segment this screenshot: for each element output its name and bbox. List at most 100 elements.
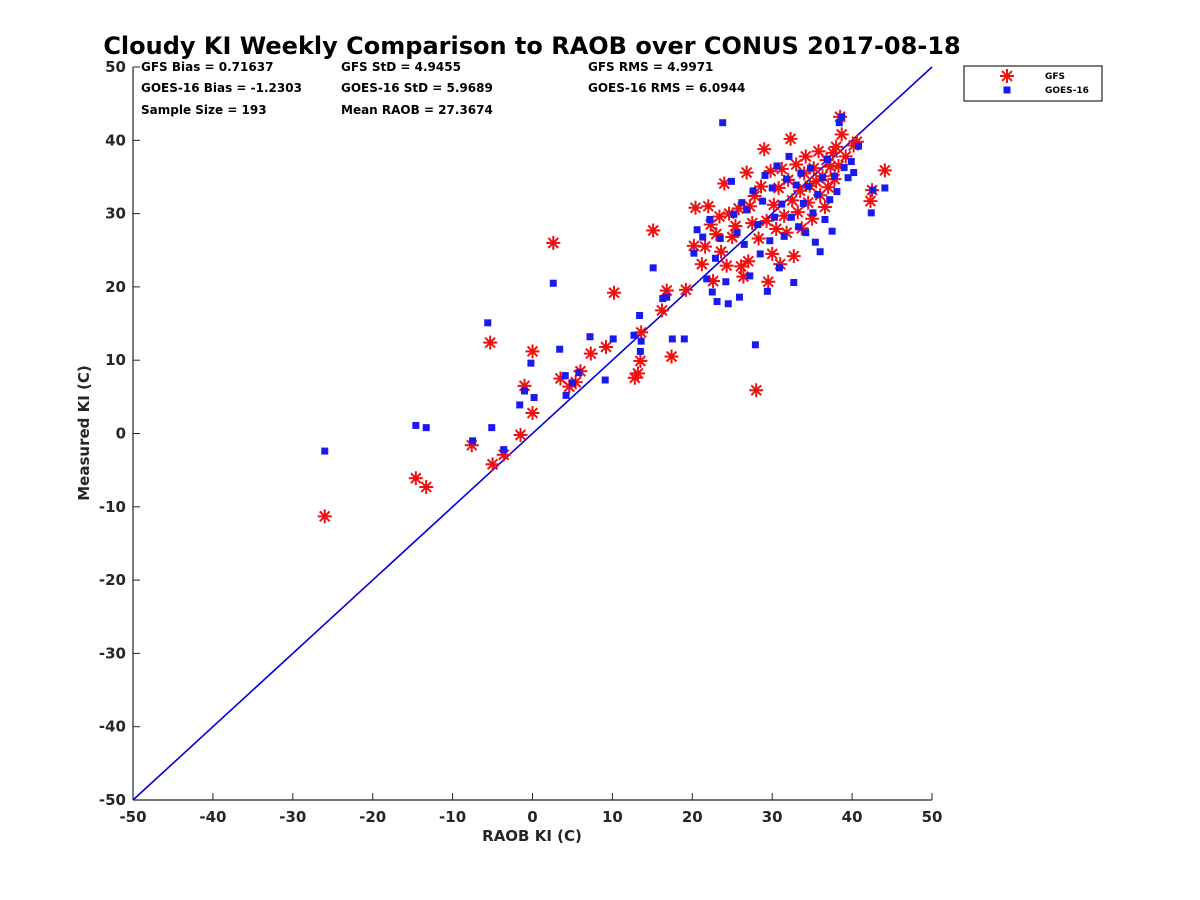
goes16-point <box>766 237 774 245</box>
y-axis-label: Measured KI (C) <box>75 365 93 501</box>
goes16-point <box>787 213 795 221</box>
goes16-series <box>321 113 889 455</box>
gfs-point <box>863 194 878 209</box>
goes16-point <box>500 446 508 454</box>
gfs-point <box>739 165 754 180</box>
gfs-point <box>646 223 661 238</box>
x-tick-label: -10 <box>439 808 466 826</box>
gfs-point <box>606 285 621 300</box>
stat-goes-bias: GOES-16 Bias = -1.2303 <box>141 81 302 95</box>
gfs-point <box>757 142 772 157</box>
gfs-point <box>761 274 776 289</box>
goes16-point <box>850 169 858 177</box>
goes16-point <box>568 379 576 387</box>
goes16-point <box>690 249 698 257</box>
legend-goes16-label: GOES-16 <box>1045 86 1089 96</box>
gfs-point <box>838 149 853 164</box>
legend: GFS GOES-16 <box>963 65 1103 102</box>
goes16-point <box>840 163 848 171</box>
goes16-point <box>484 319 492 327</box>
goes16-point <box>773 162 781 170</box>
goes16-point <box>659 295 667 303</box>
goes16-point <box>719 119 727 127</box>
goes16-point <box>699 233 707 241</box>
goes16-point <box>738 199 746 207</box>
goes16-point <box>740 240 748 248</box>
gfs-point <box>717 176 732 191</box>
goes16-point <box>828 227 836 235</box>
goes16-point <box>751 341 759 349</box>
goes16-point <box>790 279 798 287</box>
goes16-point <box>768 184 776 192</box>
goes16-point <box>792 181 800 189</box>
x-tick-label: 0 <box>527 808 537 826</box>
gfs-point <box>698 239 713 254</box>
gfs-point <box>769 221 784 236</box>
gfs-point <box>834 127 849 142</box>
gfs-point <box>725 230 740 245</box>
goes16-point <box>516 401 524 409</box>
gfs-point <box>712 209 727 224</box>
y-tick-label: -30 <box>99 644 126 662</box>
goes16-point <box>649 264 657 272</box>
goes16-point <box>630 331 638 339</box>
goes16-point <box>549 279 557 287</box>
gfs-point <box>694 257 709 272</box>
y-tick-label: 20 <box>105 278 126 296</box>
goes16-point <box>799 199 807 207</box>
y-tick-label: 50 <box>105 58 126 76</box>
goes16-point <box>746 272 754 280</box>
goes16-point <box>807 164 815 172</box>
stat-mean-raob: Mean RAOB = 27.3674 <box>341 103 493 117</box>
goes16-point <box>783 175 791 183</box>
goes16-point <box>847 158 855 166</box>
gfs-point <box>599 340 614 355</box>
goes16-point <box>693 226 701 234</box>
goes16-point <box>881 184 889 192</box>
chart-title: Cloudy KI Weekly Comparison to RAOB over… <box>103 32 960 60</box>
goes16-point <box>854 142 862 150</box>
gfs-point <box>513 427 528 442</box>
x-tick-label: -30 <box>279 808 306 826</box>
gfs-point <box>419 480 434 495</box>
gfs-point <box>754 179 769 194</box>
gfs-point <box>759 213 774 228</box>
y-tick-label: -10 <box>99 498 126 516</box>
goes16-point <box>811 238 819 246</box>
goes16-point <box>795 223 803 231</box>
goes16-point <box>412 421 420 429</box>
goes16-point <box>561 372 569 380</box>
goes16-point <box>668 335 676 343</box>
y-tick-label: -40 <box>99 718 126 736</box>
gfs-point <box>751 231 766 246</box>
goes16-point <box>609 335 617 343</box>
goes16-point <box>637 337 645 345</box>
gfs-point <box>765 246 780 261</box>
goes16-point <box>321 447 329 455</box>
gfs-point <box>877 163 892 178</box>
goes16-point <box>556 345 564 353</box>
x-tick-label: -40 <box>199 808 226 826</box>
gfs-point <box>688 200 703 215</box>
stat-sample-size: Sample Size = 193 <box>141 103 267 117</box>
goes16-point <box>730 210 738 218</box>
y-tick-label: 40 <box>105 131 126 149</box>
y-tick-label: 10 <box>105 351 126 369</box>
goes16-point <box>826 196 834 204</box>
goes16-point <box>814 191 822 199</box>
stat-gfs-rms: GFS RMS = 4.9971 <box>588 60 713 74</box>
goes16-point <box>706 215 714 223</box>
gfs-point <box>798 149 813 164</box>
goes16-point <box>708 288 716 296</box>
goes16-point <box>775 264 783 272</box>
goes16-point <box>562 391 570 399</box>
gfs-point <box>525 405 540 420</box>
goes16-point <box>759 197 767 205</box>
gfs-point <box>485 457 500 472</box>
x-tick-label: -20 <box>359 808 386 826</box>
x-tick-label: 30 <box>762 808 783 826</box>
goes16-point <box>733 229 741 237</box>
gfs-point <box>783 131 798 146</box>
goes16-point <box>756 250 764 258</box>
